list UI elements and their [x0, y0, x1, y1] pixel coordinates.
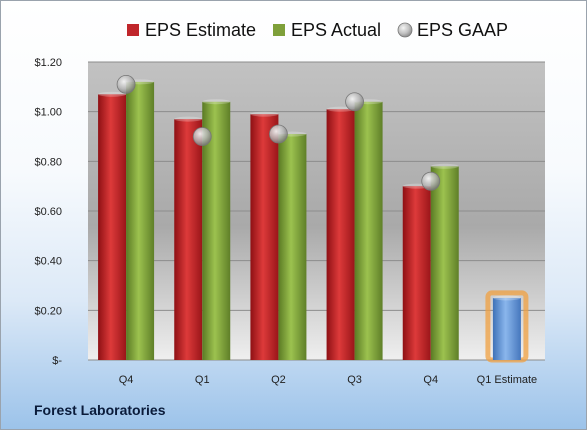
- legend-swatch: [273, 24, 285, 36]
- bar: [402, 186, 431, 360]
- bar-cap: [202, 99, 231, 105]
- bar: [326, 109, 355, 360]
- bar-cap: [174, 116, 203, 122]
- bar: [202, 101, 231, 360]
- bar: [354, 101, 383, 360]
- x-tick-label: Q2: [271, 374, 286, 386]
- gaap-marker: [269, 124, 288, 144]
- bar: [492, 297, 521, 360]
- bar-cap: [250, 111, 279, 117]
- bar-cap: [98, 91, 127, 97]
- x-tick-label: Q4: [423, 374, 438, 386]
- x-tick-label: Q4: [119, 374, 134, 386]
- y-tick-label: $0.20: [34, 305, 62, 317]
- legend-swatch: [127, 24, 139, 36]
- bars: [98, 79, 529, 363]
- y-tick-label: $-: [52, 355, 62, 367]
- bar: [278, 134, 307, 360]
- bar: [126, 81, 155, 360]
- bar: [98, 94, 127, 361]
- legend-label: EPS Actual: [291, 20, 381, 40]
- legend: EPS Estimate EPS Actual EPS GAAP: [127, 20, 508, 40]
- gaap-marker: [192, 127, 212, 146]
- x-tick-label: Q1 Estimate: [477, 374, 538, 386]
- bar: [174, 119, 203, 360]
- company-name: Forest Laboratories: [34, 402, 166, 418]
- gaap-markers: [116, 74, 441, 191]
- legend-label: EPS Estimate: [145, 20, 256, 40]
- gridlines: [88, 61, 545, 361]
- gaap-marker: [345, 92, 364, 112]
- gaap-marker: [421, 171, 441, 191]
- y-tick-label: $0.60: [34, 206, 62, 218]
- y-tick-label: $1.20: [34, 57, 62, 69]
- bar-cap: [430, 163, 459, 169]
- y-axis-ticks: $- $0.20 $0.40 $0.60 $0.80 $1.00 $1.20: [34, 57, 62, 367]
- y-tick-label: $0.40: [34, 256, 62, 268]
- legend-marker-gaap: [397, 22, 413, 38]
- legend-label: EPS GAAP: [417, 20, 508, 40]
- x-tick-label: Q3: [347, 374, 362, 386]
- x-axis-ticks: Q4 Q1 Q2 Q3 Q4 Q1 Estimate: [119, 374, 537, 386]
- bar: [250, 114, 279, 361]
- y-tick-label: $0.80: [34, 156, 62, 168]
- bar: [430, 166, 459, 360]
- bar-cap: [492, 295, 521, 301]
- x-tick-label: Q1: [195, 374, 210, 386]
- gaap-marker: [116, 74, 136, 94]
- y-tick-label: $1.00: [34, 107, 62, 119]
